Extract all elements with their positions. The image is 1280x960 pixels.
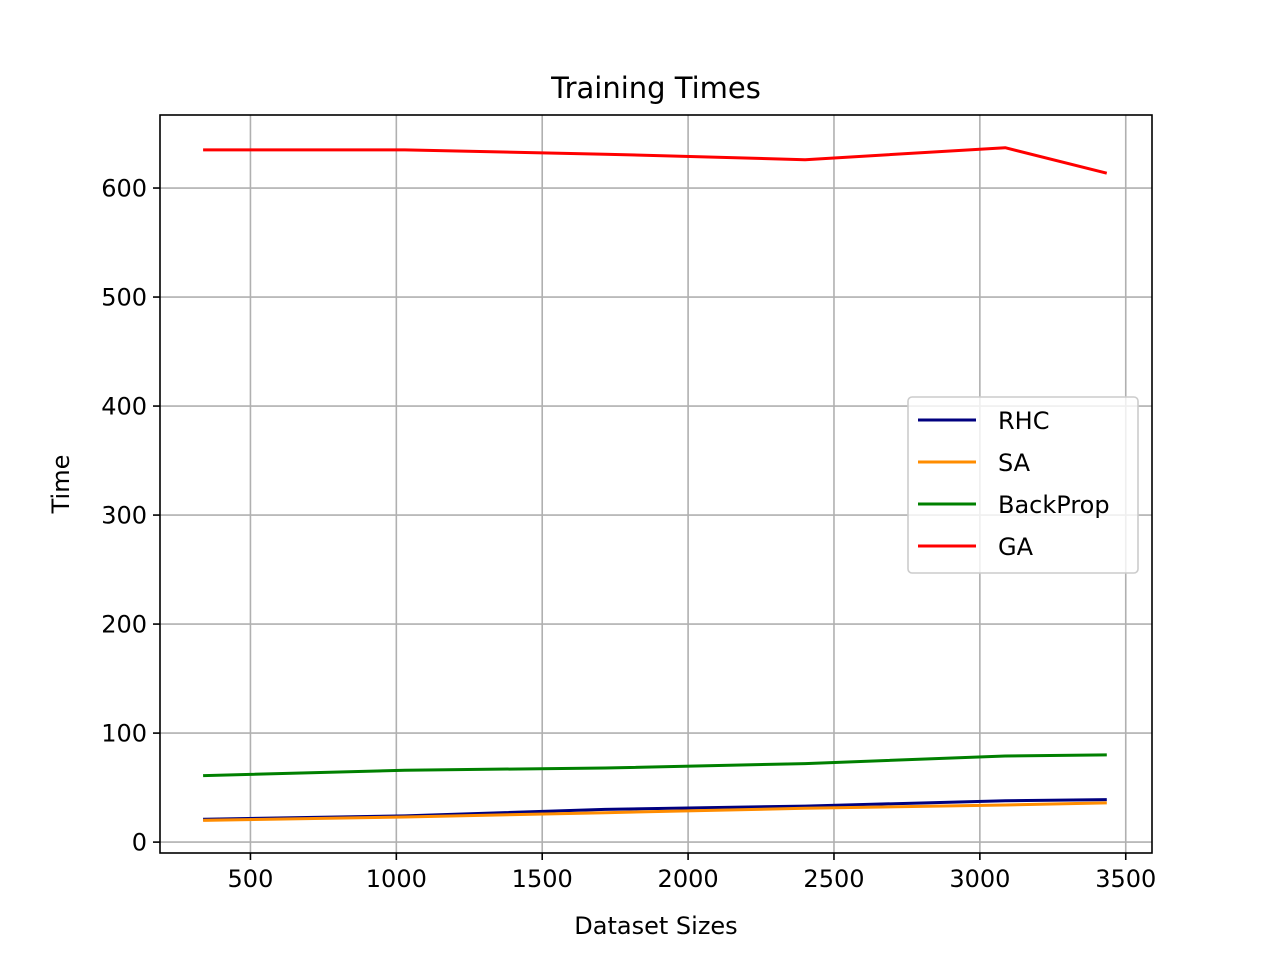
y-tick-label: 0 bbox=[132, 829, 147, 857]
y-axis-label: Time bbox=[47, 455, 75, 515]
legend-label-sa: SA bbox=[998, 449, 1031, 477]
x-tick-label: 2500 bbox=[803, 865, 864, 893]
series-lines bbox=[203, 146, 1108, 822]
x-tick-label: 2000 bbox=[658, 865, 719, 893]
series-line-backprop bbox=[203, 753, 1107, 778]
x-tick-label: 3000 bbox=[949, 865, 1010, 893]
legend-label-ga: GA bbox=[998, 533, 1034, 561]
y-tick-label: 400 bbox=[101, 393, 147, 421]
x-tick-label: 1000 bbox=[366, 865, 427, 893]
series-line-sa bbox=[203, 801, 1107, 822]
y-tick-label: 100 bbox=[101, 720, 147, 748]
legend: RHC SA BackProp GA bbox=[907, 396, 1139, 574]
series-line-ga bbox=[203, 146, 1108, 175]
legend-box bbox=[907, 396, 1139, 574]
x-axis-label: Dataset Sizes bbox=[574, 912, 737, 940]
y-tick-label: 300 bbox=[101, 502, 147, 530]
axis-ticks: 500 1000 1500 2000 2500 3000 3500 0 100 200 300 400… bbox=[101, 175, 1156, 893]
legend-label-rhc: RHC bbox=[998, 407, 1049, 435]
legend-label-backprop: BackProp bbox=[998, 491, 1110, 519]
y-tick-label: 500 bbox=[101, 284, 147, 312]
chart-title: Training Times bbox=[550, 71, 761, 105]
x-tick-label: 500 bbox=[228, 865, 274, 893]
x-tick-label: 3500 bbox=[1095, 865, 1156, 893]
y-tick-label: 600 bbox=[101, 175, 147, 203]
x-tick-label: 1500 bbox=[512, 865, 573, 893]
y-tick-label: 200 bbox=[101, 611, 147, 639]
axes-frame bbox=[159, 114, 1153, 854]
